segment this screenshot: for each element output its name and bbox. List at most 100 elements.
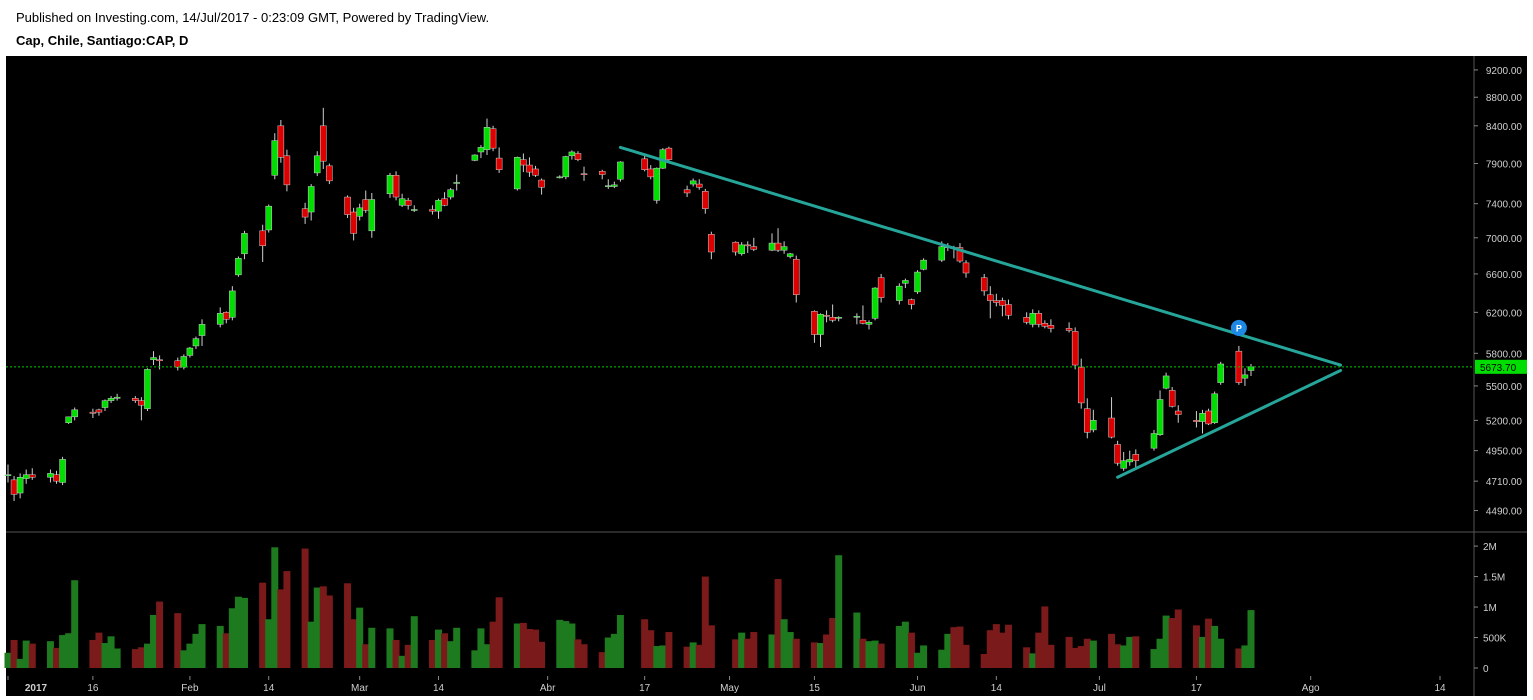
volume-bar	[477, 628, 485, 668]
volume-bar	[774, 579, 782, 668]
candle-body	[556, 176, 564, 179]
volume-bar	[234, 596, 242, 668]
candle-body	[107, 398, 115, 401]
price-tick-label: 7000.00	[1486, 234, 1523, 245]
trendlines[interactable]	[618, 145, 1343, 479]
symbol-title[interactable]: Cap, Chile, Santiago:CAP, D	[16, 33, 189, 48]
candle-body	[495, 157, 503, 171]
volume-bar	[435, 629, 443, 668]
candle-body	[750, 246, 758, 250]
candle-body	[774, 242, 782, 251]
volume-bar	[483, 644, 491, 668]
volume-bar	[489, 621, 497, 668]
time-tick-label: 14	[433, 683, 445, 694]
candle-body	[59, 459, 66, 483]
volume-bars	[4, 547, 1255, 668]
candle-body	[738, 244, 745, 255]
candle-body	[368, 199, 376, 232]
volume-bar	[10, 639, 18, 668]
volume-bar	[1041, 606, 1049, 668]
candle-body	[665, 147, 673, 160]
candle-body	[695, 183, 703, 188]
candle-body	[392, 175, 400, 198]
volume-bar	[998, 632, 1006, 668]
time-tick-label: Abr	[540, 683, 556, 694]
candle-body	[350, 211, 357, 234]
volume-bar	[240, 597, 248, 668]
volume-axis: 0 500K 1M 1.5M 2M	[1474, 542, 1507, 675]
candle-body	[1174, 410, 1182, 415]
candle-body	[198, 324, 206, 336]
candle-body	[1108, 417, 1115, 438]
volume-bar	[992, 624, 1000, 668]
candle-body	[611, 184, 618, 187]
price-tick-label: 6200.00	[1486, 308, 1523, 319]
price-axis: 9200.00 8800.00 8400.00 7900.00 7400.00 7000.…	[6, 56, 1527, 696]
volume-bar	[65, 633, 73, 668]
volume-bar	[556, 619, 564, 668]
candle-body	[47, 473, 54, 478]
candle-body	[768, 242, 776, 251]
volume-bar	[180, 650, 188, 668]
candle-body	[859, 320, 867, 324]
candle-body	[283, 155, 291, 186]
volume-bar	[732, 639, 740, 668]
volume-bar	[1162, 615, 1170, 668]
volume-bar	[22, 640, 30, 668]
candle-body	[744, 244, 751, 247]
candle-body	[441, 198, 448, 206]
candle-body	[313, 155, 321, 174]
candle-body	[605, 185, 612, 187]
candle-body	[241, 233, 248, 255]
candle-body	[1029, 313, 1036, 325]
volume-bar	[616, 614, 624, 668]
price-tick-label: 5800.00	[1486, 349, 1523, 360]
candle-body	[95, 409, 103, 413]
volume-bar	[53, 647, 61, 668]
volume-bar	[174, 613, 182, 668]
volume-bar	[980, 653, 988, 668]
volume-bar	[532, 629, 540, 668]
candle-body	[22, 474, 30, 479]
volume-bar	[344, 583, 352, 668]
candle-body	[386, 175, 394, 195]
volume-bar	[1120, 645, 1128, 668]
volume-bar	[356, 607, 364, 668]
volume-bar	[944, 633, 952, 668]
candle-body	[1071, 331, 1079, 366]
volume-bar	[28, 643, 36, 668]
candle-body	[216, 313, 224, 325]
volume-bar	[1035, 632, 1043, 668]
candle-body	[320, 125, 327, 162]
candle-body	[835, 317, 842, 319]
time-tick-label: 15	[809, 683, 821, 694]
candle-body	[4, 474, 12, 476]
candle-body	[235, 258, 242, 276]
volume-bar	[859, 638, 867, 668]
candle-body	[150, 357, 157, 360]
time-tick-label: Mar	[351, 683, 369, 694]
volume-bar	[1198, 636, 1206, 668]
time-tick-label: 16	[87, 683, 99, 694]
volume-bar	[1071, 647, 1079, 668]
candle-body	[113, 396, 121, 399]
volume-tick-label: 1M	[1483, 603, 1497, 614]
candle-body	[1150, 433, 1158, 449]
candle-body	[1199, 413, 1206, 422]
candle-body	[532, 168, 539, 176]
volume-bar	[95, 632, 103, 668]
volume-bar	[853, 612, 861, 668]
candle-body	[1114, 444, 1121, 464]
trendline-upper	[618, 145, 1343, 367]
time-tick-label: Jun	[909, 683, 925, 694]
candle-body	[993, 300, 1000, 303]
candle-body	[653, 167, 661, 201]
candle-body	[1120, 460, 1127, 469]
time-tick-label: Ago	[1302, 683, 1320, 694]
candle-body	[1065, 328, 1073, 331]
signal-marker[interactable]: P	[1230, 319, 1247, 336]
candle-body	[271, 140, 279, 176]
volume-bar	[404, 644, 412, 668]
candle-body	[562, 156, 570, 178]
